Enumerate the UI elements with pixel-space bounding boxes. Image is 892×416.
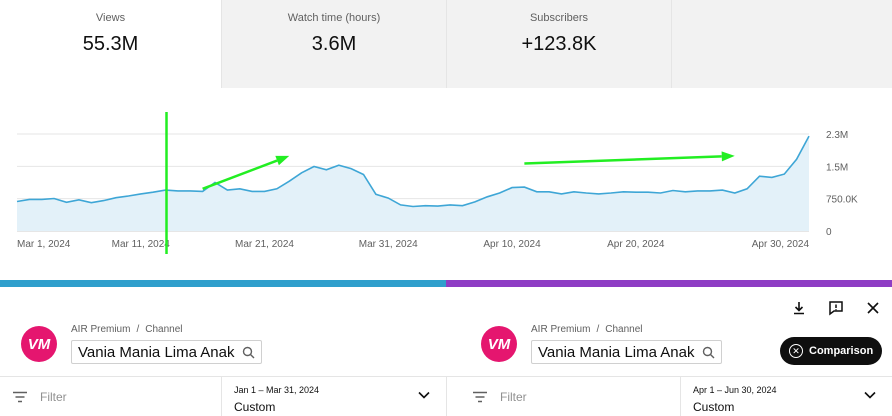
x-tick-label: Mar 11, 2024 xyxy=(112,239,171,250)
date-range: Apr 1 – Jun 30, 2024 xyxy=(693,385,777,395)
metric-label: Views xyxy=(95,12,126,24)
y-tick-label: 750.0K xyxy=(826,195,858,206)
filter-b[interactable]: Filter xyxy=(472,377,527,416)
y-tick-label: 2.3M xyxy=(826,130,848,141)
x-axis-ticks: Mar 1, 2024 Mar 11, 2024 Mar 21, 2024 Mar 3… xyxy=(17,239,809,250)
metric-tab-blank[interactable] xyxy=(671,0,892,88)
filter-icon xyxy=(473,391,487,403)
download-icon[interactable] xyxy=(787,296,811,320)
feedback-icon[interactable] xyxy=(824,296,848,320)
date-range: Jan 1 – Mar 31, 2024 xyxy=(234,385,320,395)
channel-panel-b: VM AIR Premium / Channel Vania Mania Lima … xyxy=(481,320,781,376)
metric-value: +123.8K xyxy=(521,33,597,55)
breadcrumb-item[interactable]: AIR Premium xyxy=(71,324,131,335)
breadcrumb: AIR Premium / Channel xyxy=(71,324,183,335)
x-tick-label: Apr 30, 2024 xyxy=(752,239,810,250)
channel-name: Vania Mania Lima Anak xyxy=(78,343,235,361)
metric-tab-subscribers[interactable]: Subscribers +123.8K xyxy=(446,0,671,88)
chevron-down-icon xyxy=(864,391,876,399)
filter-icon xyxy=(13,391,27,403)
channel-search-field[interactable]: Vania Mania Lima Anak xyxy=(531,340,723,364)
series-area xyxy=(17,136,809,231)
x-tick-label: Mar 31, 2024 xyxy=(359,239,418,250)
comparison-button[interactable]: ✕ Comparison xyxy=(780,337,882,365)
y-axis-ticks: 2.3M 1.5M 750.0K 0 xyxy=(826,130,858,238)
channel-avatar[interactable]: VM xyxy=(481,326,517,362)
channel-panel-a: VM AIR Premium / Channel Vania Mania Lima … xyxy=(21,320,421,376)
annotation-arrowhead xyxy=(275,155,290,166)
date-mode: Custom xyxy=(693,400,735,414)
channel-search-field[interactable]: Vania Mania Lima Anak xyxy=(71,340,263,364)
channel-name: Vania Mania Lima Anak xyxy=(538,343,695,361)
breadcrumb-item[interactable]: Channel xyxy=(145,324,183,335)
metric-label: Watch time (hours) xyxy=(287,12,381,24)
series-line xyxy=(16,135,810,208)
filter-a[interactable]: Filter xyxy=(12,377,67,416)
close-circle-icon: ✕ xyxy=(789,344,803,358)
annotation-arrow xyxy=(202,159,278,190)
filter-placeholder: Filter xyxy=(40,390,67,404)
x-tick-label: Apr 20, 2024 xyxy=(607,239,665,250)
metric-value: 3.6M xyxy=(311,33,357,55)
annotation-arrow xyxy=(524,155,722,165)
metric-label: Subscribers xyxy=(529,12,589,24)
panel-divider xyxy=(446,376,447,416)
x-tick-label: Apr 10, 2024 xyxy=(483,239,541,250)
metric-tab-views[interactable]: Views 55.3M xyxy=(0,0,221,88)
period-a-color-bar xyxy=(0,280,446,287)
date-mode: Custom xyxy=(234,400,276,414)
breadcrumb-item[interactable]: AIR Premium xyxy=(531,324,591,335)
period-b-color-bar xyxy=(446,280,892,287)
chevron-down-icon xyxy=(418,391,430,399)
y-tick-label: 1.5M xyxy=(826,162,848,173)
close-icon[interactable] xyxy=(861,296,885,320)
date-range-picker-a[interactable]: Jan 1 – Mar 31, 2024 Custom xyxy=(221,377,446,416)
search-icon xyxy=(243,346,255,358)
metric-value: 55.3M xyxy=(82,33,139,55)
annotation-arrowhead xyxy=(721,151,735,162)
date-range-picker-b[interactable]: Apr 1 – Jun 30, 2024 Custom xyxy=(680,377,892,416)
chart-annotations xyxy=(165,112,735,254)
channel-avatar[interactable]: VM xyxy=(21,326,57,362)
y-tick-label: 0 xyxy=(826,227,832,238)
search-icon xyxy=(703,346,715,358)
x-tick-label: Mar 21, 2024 xyxy=(235,239,294,250)
comparison-button-label: Comparison xyxy=(809,345,874,357)
breadcrumb: AIR Premium / Channel xyxy=(531,324,643,335)
filter-placeholder: Filter xyxy=(500,390,527,404)
metric-tabs: Views 55.3M Watch time (hours) 3.6M Subs… xyxy=(0,0,892,88)
breadcrumb-item[interactable]: Channel xyxy=(605,324,643,335)
metric-tab-watch-time[interactable]: Watch time (hours) 3.6M xyxy=(221,0,446,88)
x-tick-label: Mar 1, 2024 xyxy=(17,239,71,250)
